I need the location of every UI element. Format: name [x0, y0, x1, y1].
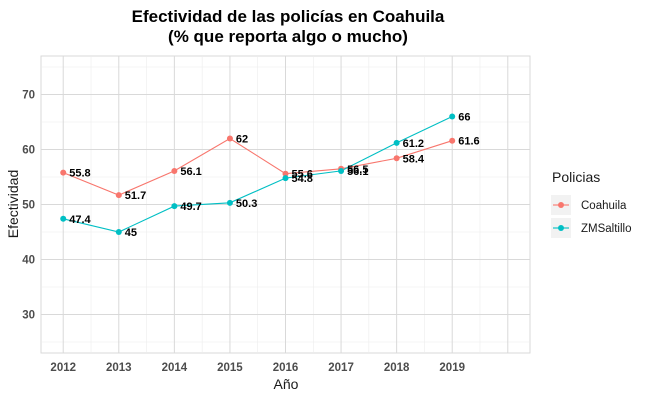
data-label-ZMSaltillo: 56.1: [347, 166, 368, 178]
data-label-Coahuila: 58.4: [403, 153, 425, 165]
y-tick-label: 50: [22, 200, 35, 212]
x-tick-label: 2012: [50, 362, 76, 374]
y-tick-label: 60: [22, 145, 35, 157]
series-line-Coahuila: [62, 137, 453, 196]
data-point-Coahuila: [60, 169, 67, 176]
data-label-Coahuila: 55.6: [292, 169, 313, 181]
data-label-Coahuila: 62: [236, 134, 248, 146]
data-point-ZMSaltillo: [338, 167, 345, 174]
data-point-Coahuila: [393, 155, 400, 162]
data-label-Coahuila: 51.7: [125, 190, 146, 202]
data-point-Coahuila: [226, 135, 233, 142]
data-label-Coahuila: 56.5: [347, 164, 368, 176]
legend: Policias Coahuila ZMSaltillo: [551, 169, 631, 238]
x-tick-label: 2017: [328, 362, 354, 374]
data-point-ZMSaltillo: [449, 113, 456, 120]
x-tick-label: 2014: [162, 362, 188, 374]
legend-title: Policias: [552, 169, 600, 185]
data-point-ZMSaltillo: [60, 215, 67, 222]
y-tick-label: 30: [22, 310, 35, 322]
axis-ticks: 30 40 50 60 70 2012 2013 2014 2015 2016 2017 2018 20…: [22, 90, 465, 375]
legend-label-ZMSaltillo: ZMSaltillo: [581, 223, 631, 235]
x-axis-title: Año: [274, 376, 299, 392]
grid-lines: [41, 56, 530, 353]
legend-key-point: [558, 202, 564, 208]
data-point-ZMSaltillo: [226, 199, 233, 206]
chart-subtitle: (% que reporta algo o mucho): [168, 27, 408, 46]
data-label-ZMSaltillo: 49.7: [180, 201, 201, 213]
data-labels: 55.8 51.7 56.1 62 55.6 56.5 58.4 61.6 47.4 45 49.7…: [69, 112, 479, 240]
y-tick-label: 40: [22, 255, 35, 267]
x-tick-label: 2013: [106, 362, 132, 374]
data-point-Coahuila: [449, 137, 456, 144]
legend-label-Coahuila: Coahuila: [581, 200, 627, 212]
data-point-Coahuila: [282, 170, 289, 177]
x-tick-label: 2019: [439, 362, 465, 374]
data-label-Coahuila: 55.8: [69, 168, 90, 180]
data-point-Coahuila: [171, 167, 178, 174]
y-axis-title: Efectividad: [5, 170, 21, 238]
data-label-ZMSaltillo: 54.8: [292, 173, 313, 185]
data-label-ZMSaltillo: 47.4: [69, 214, 91, 226]
data-point-ZMSaltillo: [115, 229, 122, 235]
data-label-ZMSaltillo: 66: [458, 112, 470, 124]
series-layer: [60, 113, 456, 235]
data-label-Coahuila: 61.6: [458, 136, 479, 148]
data-label-ZMSaltillo: 45: [125, 227, 137, 239]
legend-key-point: [558, 225, 564, 231]
chart-title: Efectividad de las policías en Coahuila: [132, 7, 445, 26]
series-line-ZMSaltillo: [63, 116, 453, 233]
data-label-Coahuila: 56.1: [180, 166, 201, 178]
x-tick-label: 2016: [273, 362, 299, 374]
data-label-ZMSaltillo: 50.3: [236, 198, 257, 210]
data-point-Coahuila: [115, 192, 122, 199]
data-point-ZMSaltillo: [282, 175, 289, 182]
y-tick-label: 70: [22, 90, 35, 102]
x-tick-label: 2015: [217, 362, 243, 374]
data-point-ZMSaltillo: [393, 139, 400, 146]
data-point-ZMSaltillo: [171, 203, 178, 210]
x-tick-label: 2018: [384, 362, 410, 374]
data-label-ZMSaltillo: 61.2: [403, 138, 424, 150]
